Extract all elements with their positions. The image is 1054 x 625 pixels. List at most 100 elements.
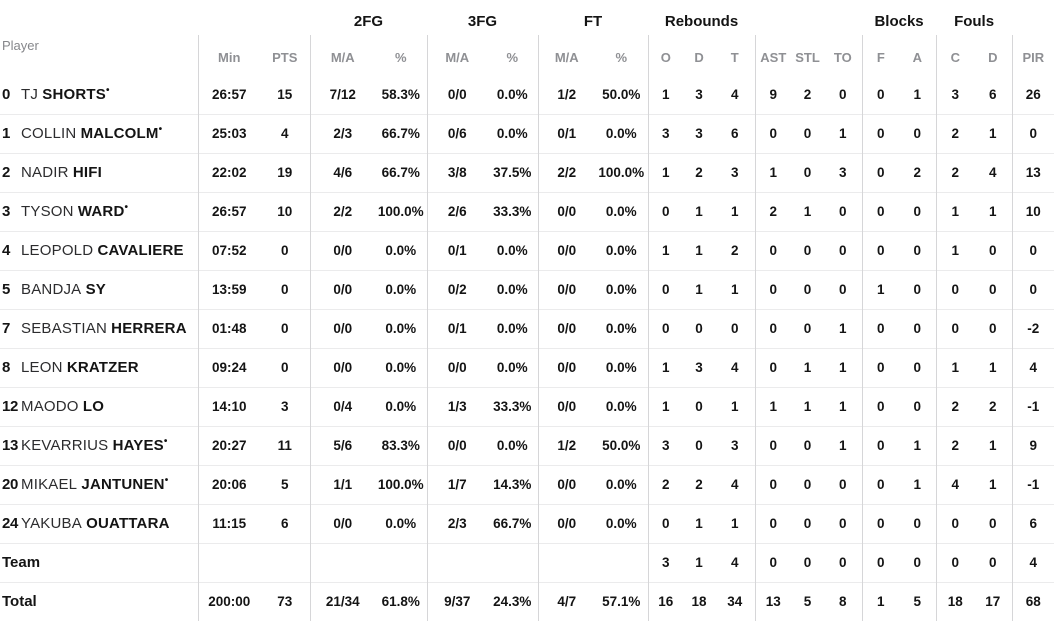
player-cell[interactable]: 5 BANDJA SY xyxy=(0,269,198,309)
cell-3fg-ma: 1/7 xyxy=(426,464,487,504)
cell-reb-t: 4 xyxy=(731,86,739,102)
player-cell[interactable]: Team xyxy=(0,542,198,582)
cell-blk-f: 0 xyxy=(861,464,900,504)
cell-pts: 5 xyxy=(260,464,310,504)
cell-blk-f: 0 xyxy=(861,113,900,153)
player-cell[interactable]: 8 LEON KRATZER xyxy=(0,347,198,387)
cell-ft-ma: 0/0 xyxy=(537,230,595,270)
cell-ft-ma: 0/0 xyxy=(537,308,595,348)
player-cell[interactable]: 3 TYSON WARD• xyxy=(0,191,198,231)
player-cell[interactable]: 7 SEBASTIAN HERRERA xyxy=(0,308,198,348)
cell-ast: 1 xyxy=(754,386,792,426)
cell-3fg-ma: 0/0 xyxy=(426,425,487,465)
cell-ast: 0 xyxy=(754,425,792,465)
cell-3fg-pct: 0.0% xyxy=(487,230,538,270)
cell-ast: 2 xyxy=(754,191,792,231)
cell-pts: 11 xyxy=(260,425,310,465)
cell-reb-d: 0 xyxy=(683,386,716,426)
cell-stl: 5 xyxy=(791,581,825,621)
cell-reb-o: 0 xyxy=(647,503,684,543)
cell-foul-d: 1 xyxy=(974,113,1013,153)
col-header-2fg-pct: % xyxy=(394,50,407,65)
player-first-name: MIKAEL xyxy=(21,476,78,493)
cell-to: 0 xyxy=(824,503,863,543)
player-first-name: MAODO xyxy=(21,398,79,415)
cell-foul-c: 0 xyxy=(935,308,975,348)
player-cell[interactable]: Total xyxy=(0,581,198,621)
cell-min: 07:52 xyxy=(197,230,260,270)
starter-indicator: • xyxy=(124,202,129,213)
cell-blk-f: 0 xyxy=(861,425,900,465)
cell-pts: 73 xyxy=(260,581,310,621)
cell-blk-a: 0 xyxy=(899,269,937,309)
cell-pts xyxy=(260,542,310,582)
player-number: 20 xyxy=(2,476,19,493)
cell-blk-f: 0 xyxy=(861,152,900,192)
player-cell[interactable]: 0 TJ SHORTS• xyxy=(0,75,198,114)
cell-to: 0 xyxy=(824,542,863,582)
table-row: 13 KEVARRIUS HAYES• 20:27 11 5/6 83.3% 0/… xyxy=(0,425,1054,465)
cell-ft-ma: 1/2 xyxy=(537,425,595,465)
cell-3fg-ma: 0/0 xyxy=(426,347,487,387)
player-number: 24 xyxy=(2,515,19,532)
col-header-to: TO xyxy=(833,50,852,65)
cell-blk-f: 0 xyxy=(861,386,900,426)
cell-pir: 13 xyxy=(1011,152,1054,192)
cell-2fg-ma: 0/0 xyxy=(309,308,375,348)
player-cell[interactable]: 4 LEOPOLD CAVALIERE xyxy=(0,230,198,270)
col-header-ft-pct: % xyxy=(615,50,628,65)
cell-foul-c: 2 xyxy=(935,386,975,426)
player-first-name: TJ xyxy=(21,85,39,103)
table-row: 4 LEOPOLD CAVALIERE 07:52 0 0/0 0.0% 0/1 … xyxy=(0,230,1054,270)
cell-foul-d: 2 xyxy=(974,386,1013,426)
cell-reb-t: 4 xyxy=(715,347,756,387)
cell-ast: 0 xyxy=(754,113,792,153)
player-cell[interactable]: 12 MAODO LO xyxy=(0,386,198,426)
cell-2fg-ma: 21/34 xyxy=(309,581,375,621)
cell-min: 20:06 xyxy=(197,464,260,504)
cell-foul-d: 17 xyxy=(974,581,1013,621)
player-last-name: MALCOLM xyxy=(80,125,159,142)
table-row: 3 TYSON WARD• 26:57 10 2/2 100.0% 2/6 33.… xyxy=(0,191,1054,231)
cell-blk-a: 0 xyxy=(899,386,937,426)
cell-foul-d: 0 xyxy=(974,230,1013,270)
cell-ast: 0 xyxy=(754,269,792,309)
cell-foul-c: 18 xyxy=(935,581,975,621)
player-last-name: CAVALIERE xyxy=(97,242,184,259)
cell-stl: 0 xyxy=(791,542,825,582)
player-last-name: LO xyxy=(82,398,105,415)
player-cell[interactable]: 20 MIKAEL JANTUNEN• xyxy=(0,464,198,504)
cell-ast: 0 xyxy=(754,308,792,348)
cell-pir: 6 xyxy=(1011,503,1054,543)
player-cell[interactable]: 2 NADIR HIFI xyxy=(0,152,198,192)
player-cell[interactable]: 1 COLLIN MALCOLM• xyxy=(0,113,198,153)
cell-foul-c: 1 xyxy=(935,230,975,270)
table-row: 12 MAODO LO 14:10 3 0/4 0.0% 1/3 33.3% 0/… xyxy=(0,386,1054,426)
cell-3fg-ma: 1/3 xyxy=(426,386,487,426)
cell-reb-o: 1 xyxy=(647,386,684,426)
player-last-name: OUATTARA xyxy=(86,515,170,532)
cell-foul-c: 1 xyxy=(935,191,975,231)
cell-3fg-pct: 0.0% xyxy=(487,269,538,309)
cell-ft-ma: 2/2 xyxy=(537,152,595,192)
cell-2fg-pct: 61.8% xyxy=(375,581,427,621)
player-last-name: KRATZER xyxy=(66,359,139,376)
cell-2fg-pct xyxy=(375,542,427,582)
cell-3fg-ma: 0/0 xyxy=(426,75,487,114)
cell-foul-d: 4 xyxy=(974,152,1013,192)
cell-foul-c: 2 xyxy=(935,152,975,192)
cell-3fg-pct: 0.0% xyxy=(487,113,538,153)
cell-reb-t: 1 xyxy=(715,269,756,309)
cell-blk-f: 0 xyxy=(861,347,900,387)
cell-pts: 10 xyxy=(260,191,310,231)
cell-stl: 0 xyxy=(791,308,825,348)
cell-to: 0 xyxy=(824,464,863,504)
group-header-spacer xyxy=(0,0,310,35)
player-number: 3 xyxy=(2,203,11,220)
cell-reb-o: 2 xyxy=(647,464,684,504)
player-cell[interactable]: 24 YAKUBA OUATTARA xyxy=(0,503,198,543)
player-first-name: LEOPOLD xyxy=(21,242,94,259)
cell-ft-pct: 50.0% xyxy=(595,425,649,465)
player-cell[interactable]: 13 KEVARRIUS HAYES• xyxy=(0,425,198,465)
cell-min: 26:57 xyxy=(197,75,260,114)
